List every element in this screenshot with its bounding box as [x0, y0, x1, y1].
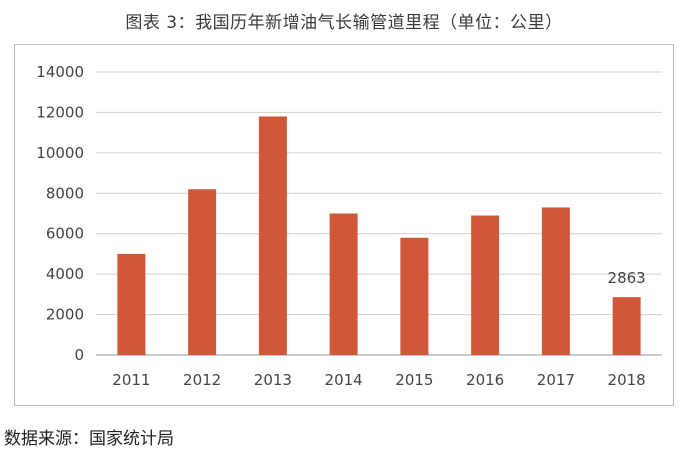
y-tick-label: 6000 [46, 225, 84, 243]
bar [400, 237, 429, 355]
y-tick-label: 12000 [36, 103, 84, 121]
x-tick-label: 2017 [537, 371, 575, 389]
data-label: 2863 [608, 269, 646, 287]
y-tick-label: 0 [74, 346, 84, 364]
source-note: 数据来源：国家统计局 [4, 429, 174, 449]
y-tick-label: 4000 [46, 265, 84, 283]
x-tick-label: 2011 [112, 371, 150, 389]
x-tick-label: 2013 [254, 371, 292, 389]
bar [471, 215, 500, 355]
bar [541, 207, 570, 355]
x-tick-label: 2015 [395, 371, 433, 389]
bar [188, 189, 217, 355]
y-tick-label: 10000 [36, 144, 84, 162]
bar [612, 297, 641, 355]
bar [329, 213, 358, 355]
bar [258, 116, 287, 355]
x-tick-label: 2012 [183, 371, 221, 389]
y-tick-label: 14000 [36, 63, 84, 81]
bar [117, 253, 146, 355]
x-tick-label: 2014 [325, 371, 363, 389]
x-tick-label: 2018 [608, 371, 646, 389]
x-tick-label: 2016 [466, 371, 504, 389]
y-tick-label: 8000 [46, 184, 84, 202]
chart-title: 图表 3：我国历年新增油气长输管道里程（单位：公里） [125, 13, 563, 33]
y-tick-label: 2000 [46, 306, 84, 324]
